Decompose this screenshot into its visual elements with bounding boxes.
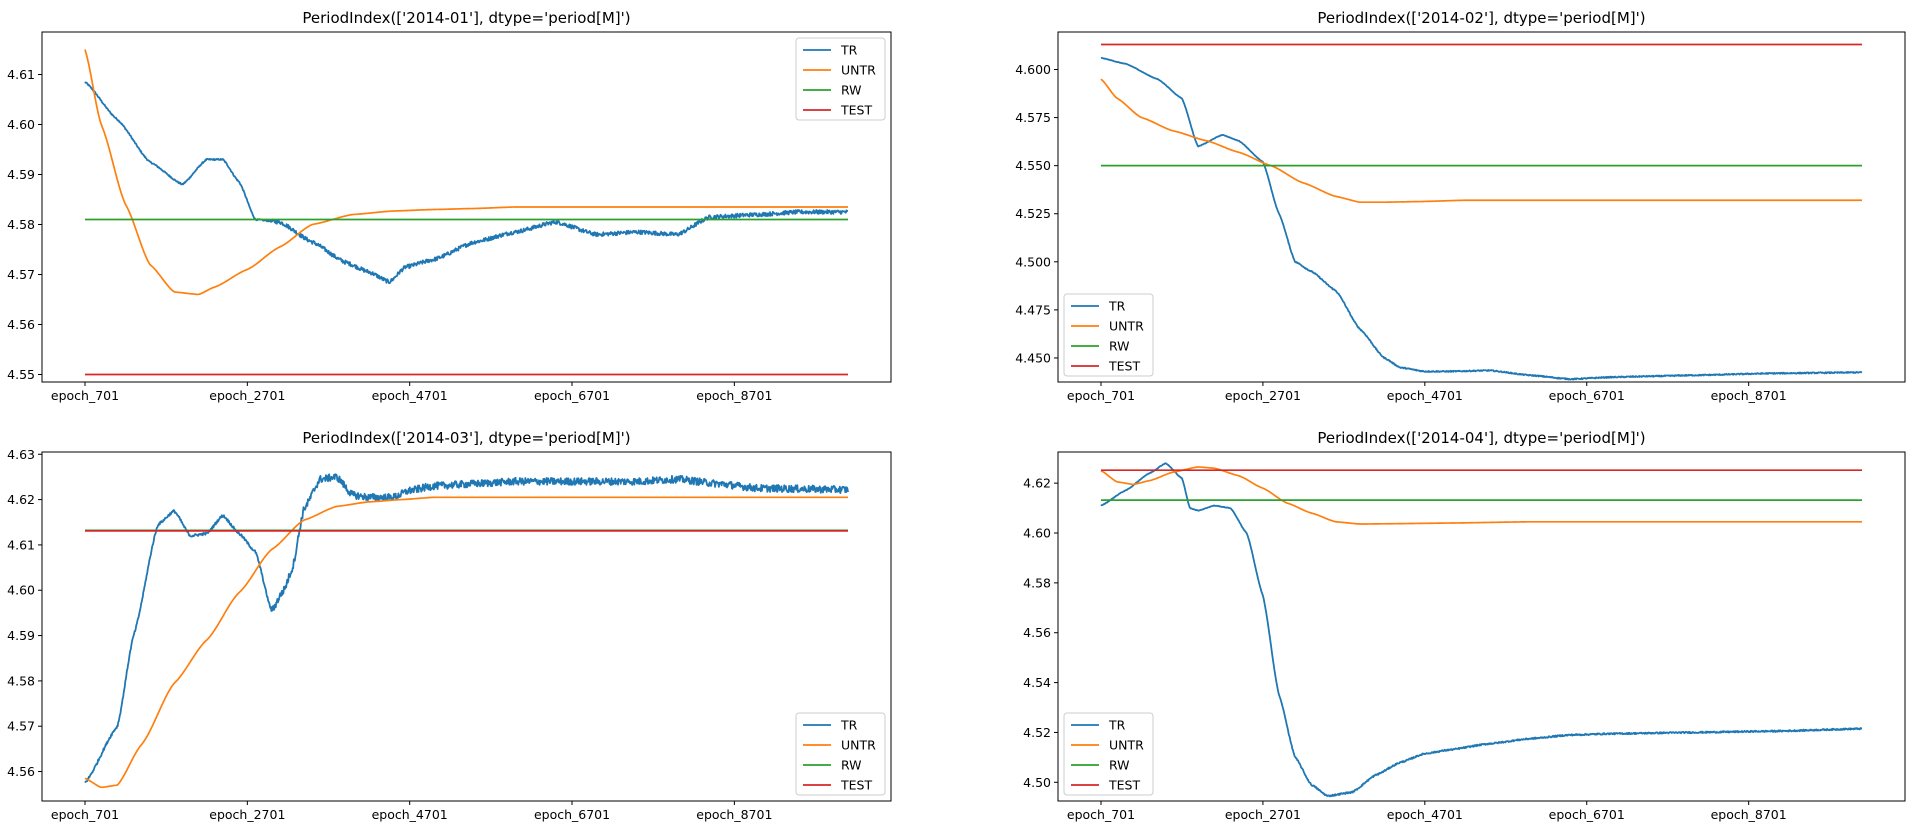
legend-label-tr: TR: [840, 43, 858, 58]
x-tick-label: epoch_701: [1067, 807, 1135, 822]
y-tick-label: 4.58: [7, 217, 35, 232]
y-tick-label: 4.57: [7, 719, 35, 734]
chart-title: PeriodIndex(['2014-04'], dtype='period[M…: [1317, 429, 1645, 447]
y-tick-label: 4.61: [7, 67, 35, 82]
x-tick-label: epoch_2701: [209, 388, 285, 403]
x-tick-label: epoch_2701: [1225, 388, 1301, 403]
y-tick-label: 4.525: [1015, 206, 1051, 221]
legend-label-rw: RW: [1109, 339, 1130, 354]
subplot-2: PeriodIndex(['2014-02'], dtype='period[M…: [1015, 9, 1906, 403]
x-tick-label: epoch_2701: [1225, 807, 1301, 822]
subplot-4: PeriodIndex(['2014-04'], dtype='period[M…: [1023, 429, 1906, 822]
y-tick-label: 4.59: [7, 167, 35, 182]
x-tick-label: epoch_6701: [534, 807, 610, 822]
chart-title: PeriodIndex(['2014-02'], dtype='period[M…: [1317, 9, 1645, 27]
y-tick-label: 4.58: [7, 673, 35, 688]
subplot-3: PeriodIndex(['2014-03'], dtype='period[M…: [7, 429, 892, 822]
legend-label-tr: TR: [1108, 299, 1126, 314]
series-line-tr: [1100, 57, 1863, 381]
y-tick-label: 4.62: [1023, 476, 1051, 491]
y-tick-label: 4.62: [7, 492, 35, 507]
legend-box: [795, 37, 886, 121]
y-tick-label: 4.56: [7, 764, 35, 779]
chart-title: PeriodIndex(['2014-03'], dtype='period[M…: [302, 429, 630, 447]
y-tick-label: 4.50: [1023, 775, 1051, 790]
x-tick-label: epoch_4701: [372, 388, 448, 403]
y-tick-label: 4.54: [1023, 675, 1051, 690]
y-tick-label: 4.500: [1015, 254, 1051, 269]
x-tick-label: epoch_2701: [209, 807, 285, 822]
x-tick-label: epoch_701: [51, 388, 119, 403]
y-tick-label: 4.52: [1023, 725, 1051, 740]
x-tick-label: epoch_4701: [1387, 807, 1463, 822]
y-tick-label: 4.58: [1023, 575, 1051, 590]
axes-frame: [41, 451, 892, 802]
series-line-untr: [1100, 466, 1862, 525]
y-tick-label: 4.56: [7, 317, 35, 332]
legend-label-test: TEST: [840, 778, 872, 793]
legend-box: [1063, 712, 1154, 796]
y-tick-label: 4.56: [1023, 625, 1051, 640]
y-tick-label: 4.60: [1023, 526, 1051, 541]
y-tick-label: 4.60: [7, 117, 35, 132]
x-tick-label: epoch_701: [1067, 388, 1135, 403]
legend-label-untr: UNTR: [1109, 738, 1144, 753]
y-tick-label: 4.575: [1015, 110, 1051, 125]
chart-title: PeriodIndex(['2014-01'], dtype='period[M…: [302, 9, 630, 27]
x-tick-label: epoch_8701: [696, 807, 772, 822]
series-line-tr: [84, 473, 849, 784]
y-tick-label: 4.600: [1015, 62, 1051, 77]
x-tick-label: epoch_701: [51, 807, 119, 822]
legend-label-rw: RW: [1109, 758, 1130, 773]
axes-frame: [1057, 31, 1906, 383]
series-line-untr: [84, 496, 848, 789]
x-tick-label: epoch_6701: [1549, 807, 1625, 822]
legend: TR UNTR RW TEST: [1063, 712, 1154, 796]
x-tick-label: epoch_8701: [1711, 388, 1787, 403]
legend-label-untr: UNTR: [841, 63, 876, 78]
legend-label-tr: TR: [1108, 718, 1126, 733]
series-line-untr: [84, 49, 848, 296]
y-tick-label: 4.59: [7, 628, 35, 643]
legend-label-rw: RW: [841, 758, 862, 773]
series-line-tr: [84, 81, 849, 285]
series-line-tr: [1100, 462, 1863, 798]
legend-label-test: TEST: [1108, 359, 1140, 374]
legend-label-rw: RW: [841, 83, 862, 98]
legend-box: [795, 712, 886, 796]
y-tick-label: 4.60: [7, 583, 35, 598]
legend-label-untr: UNTR: [841, 738, 876, 753]
legend: TR UNTR RW TEST: [1063, 293, 1154, 377]
axes-frame: [41, 31, 892, 383]
y-tick-label: 4.475: [1015, 302, 1051, 317]
x-tick-label: epoch_8701: [1711, 807, 1787, 822]
y-tick-label: 4.550: [1015, 158, 1051, 173]
x-tick-label: epoch_4701: [1387, 388, 1463, 403]
legend-label-test: TEST: [1108, 778, 1140, 793]
legend-label-untr: UNTR: [1109, 319, 1144, 334]
y-tick-label: 4.63: [7, 447, 35, 462]
series-line-untr: [1100, 78, 1862, 204]
subplot-1: PeriodIndex(['2014-01'], dtype='period[M…: [7, 9, 892, 403]
x-tick-label: epoch_4701: [372, 807, 448, 822]
y-tick-label: 4.55: [7, 367, 35, 382]
legend-label-test: TEST: [840, 103, 872, 118]
x-tick-label: epoch_8701: [696, 388, 772, 403]
legend-label-tr: TR: [840, 718, 858, 733]
legend: TR UNTR RW TEST: [795, 712, 886, 796]
y-tick-label: 4.61: [7, 537, 35, 552]
axes-frame: [1057, 451, 1906, 802]
legend-box: [1063, 293, 1154, 377]
legend: TR UNTR RW TEST: [795, 37, 886, 121]
y-tick-label: 4.450: [1015, 350, 1051, 365]
y-tick-label: 4.57: [7, 267, 35, 282]
x-tick-label: epoch_6701: [534, 388, 610, 403]
x-tick-label: epoch_6701: [1549, 388, 1625, 403]
